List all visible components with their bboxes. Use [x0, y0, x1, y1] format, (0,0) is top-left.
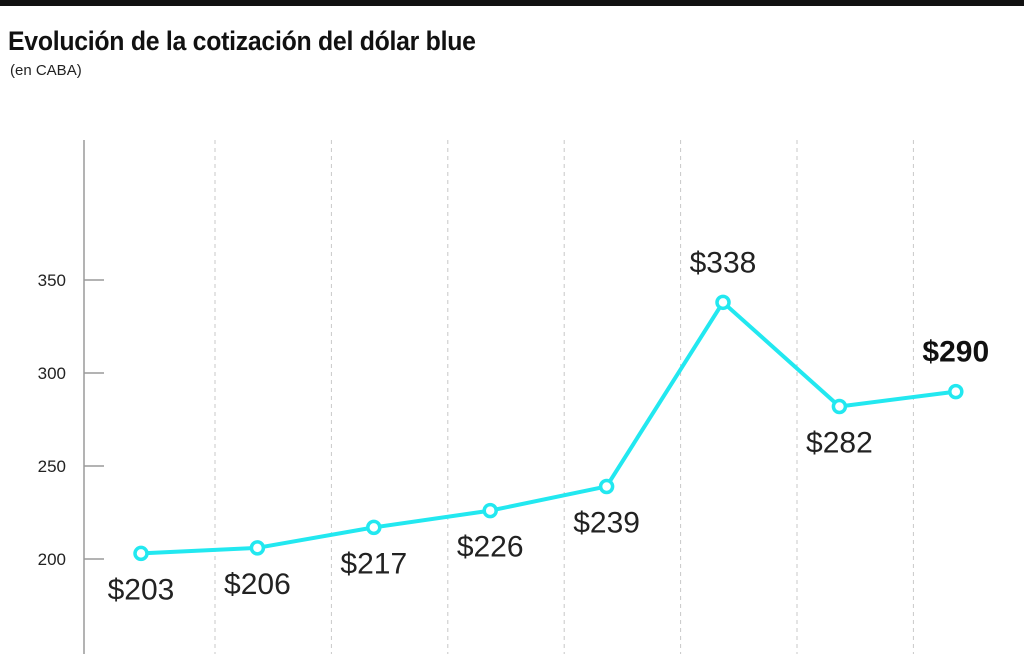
series-line-path — [139, 300, 958, 556]
data-labels: $203 $206 $217 $226 $239 $338 $282 $290 — [108, 246, 990, 606]
data-point — [366, 519, 382, 536]
y-tick-label: 350 — [38, 271, 66, 290]
top-rule — [0, 0, 1024, 6]
data-label: $338 — [690, 246, 757, 279]
data-label: $203 — [108, 573, 175, 606]
data-points — [133, 294, 964, 562]
data-label: $239 — [573, 506, 640, 539]
y-tick-label: 200 — [38, 550, 66, 569]
data-label: $217 — [340, 547, 407, 580]
data-point — [715, 294, 731, 311]
chart-title: Evolución de la cotización del dólar blu… — [8, 26, 476, 56]
data-point — [482, 502, 498, 519]
data-label: $206 — [224, 568, 291, 601]
grid-lines — [214, 140, 914, 654]
series-line — [139, 300, 958, 556]
data-label: $282 — [806, 426, 873, 459]
data-point — [831, 398, 848, 415]
y-tick-label: 300 — [38, 364, 66, 383]
data-point — [133, 545, 149, 562]
y-axis: 200 250 300 350 — [38, 140, 104, 654]
data-point — [598, 478, 615, 495]
data-point — [249, 540, 266, 556]
data-label: $226 — [457, 531, 524, 564]
y-tick-label: 250 — [38, 457, 66, 476]
data-point — [948, 383, 964, 400]
chart-subtitle: (en CABA) — [10, 62, 82, 79]
data-label: $290 — [922, 336, 989, 369]
